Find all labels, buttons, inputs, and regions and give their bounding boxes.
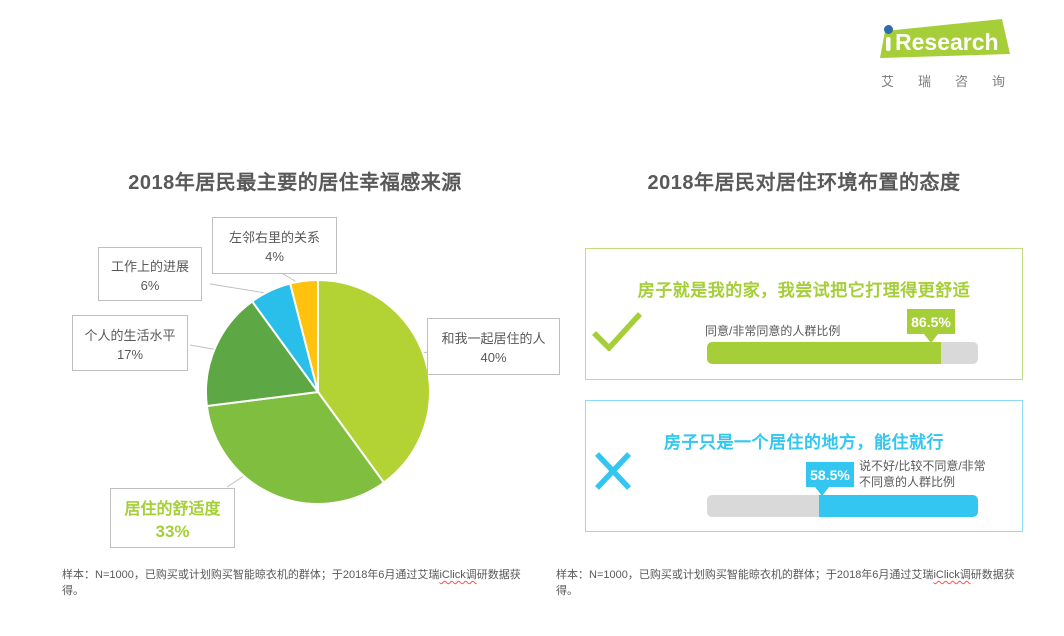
attitude-chart-title: 2018年居民对居住环境布置的态度 [647, 172, 961, 194]
pie-label-percent: 17% [116, 346, 144, 362]
attitude-card-agree: 房子就是我的家，我尝试把它打理得更舒适 同意/非常同意的人群比例 86.5% [585, 248, 1023, 380]
logo-subtitle-cn: 艾瑞咨询 [881, 74, 1030, 89]
attitude-card-disagree: 房子只是一个居住的地方，能住就行 58.5% 说不好/比较不同意/非常不同意的人… [585, 400, 1023, 532]
attitude-statement: 房子就是我的家，我尝试把它打理得更舒适 [637, 281, 971, 300]
pie-label-living-standard: 个人的生活水平 17% [72, 315, 188, 371]
badge-pointer [924, 334, 938, 343]
footnote-right: 样本：N=1000，已购买或计划购买智能晾衣机的群体；于2018年6月通过艾瑞i… [556, 568, 1030, 600]
progress-bar [707, 342, 978, 364]
value-badge-text: 86.5% [911, 313, 951, 330]
progress-fill [819, 495, 978, 517]
pie-label-cohabitants: 和我一起居住的人 40% [427, 318, 560, 375]
pie-label-work: 工作上的进展 6% [98, 247, 202, 301]
footnote-spellcheck-text: iClick调 [933, 569, 971, 581]
footnote-left: 样本：N=1000，已购买或计划购买智能晾衣机的群体；于2018年6月通过艾瑞i… [62, 568, 536, 600]
pie-slice-4 [289, 279, 319, 393]
pie-slices [205, 279, 431, 505]
footnote-text-end: 研数据获得。 [62, 569, 521, 597]
pie-label-text: 工作上的进展 [110, 258, 189, 274]
iresearch-logo-banner: Research [880, 19, 1010, 58]
check-icon [592, 312, 643, 351]
pie-label-text: 和我一起居住的人 [441, 331, 546, 346]
attitude-statement: 房子只是一个居住的地方，能住就行 [664, 433, 944, 452]
pie-chart-title: 2018年居民最主要的居住幸福感来源 [128, 172, 462, 194]
pie-label-text: 居住的舒适度 [124, 500, 221, 518]
footnote-text-end: 研数据获得。 [556, 569, 1015, 597]
cross-icon [594, 452, 632, 490]
logo-i-dot [884, 25, 893, 34]
pie-label-percent: 40% [480, 350, 507, 365]
logo-brand-text: Research [895, 29, 999, 55]
pie-label-text: 个人的生活水平 [84, 327, 176, 343]
value-badge-text: 58.5% [810, 466, 850, 483]
pie-label-neighbors: 左邻右里的关系 4% [212, 217, 337, 274]
pie-chart [189, 271, 431, 505]
iresearch-logo: Research 艾瑞咨询 [876, 14, 1028, 89]
badge-pointer [815, 487, 829, 496]
progress-bar [707, 495, 978, 517]
logo-i-stem [886, 37, 891, 51]
logo-banner-shape [880, 19, 1010, 58]
progress-fill [707, 342, 942, 364]
footnote-text: 样本：N=1000，已购买或计划购买智能晾衣机的群体；于2018年6月通过艾瑞 [62, 569, 440, 581]
pie-slice-1 [205, 391, 385, 505]
pie-label-percent: 6% [140, 277, 160, 293]
footnote-spellcheck-text: iClick调 [439, 569, 477, 581]
metric-label: 同意/非常同意的人群比例 [705, 324, 841, 338]
metric-label: 说不好/比较不同意/非常不同意的人群比例 [859, 459, 986, 490]
pie-label-comfort: 居住的舒适度 33% [110, 488, 235, 548]
pie-label-text: 左邻右里的关系 [228, 230, 320, 245]
pie-label-percent: 4% [265, 249, 284, 264]
value-badge: 86.5% [907, 309, 955, 334]
pie-slice-2 [205, 300, 319, 408]
pie-slice-0 [317, 279, 431, 484]
footnote-text: 样本：N=1000，已购买或计划购买智能晾衣机的群体；于2018年6月通过艾瑞 [556, 569, 934, 581]
value-badge: 58.5% [806, 462, 854, 487]
pie-label-percent: 33% [155, 521, 190, 541]
